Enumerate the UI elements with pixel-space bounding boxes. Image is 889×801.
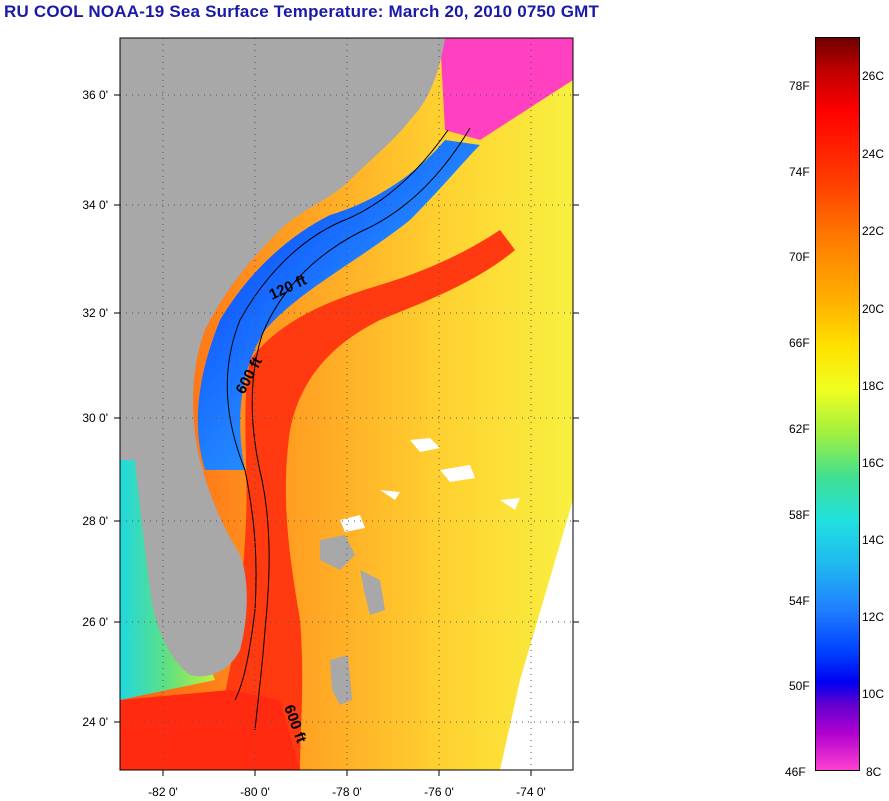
colorbar-f-label: 78F	[789, 79, 810, 93]
shelf-water	[197, 140, 480, 470]
temperature-colorbar	[815, 37, 860, 771]
lat-label: 26 0'	[82, 615, 108, 629]
colorbar-c-label: 20C	[862, 302, 885, 316]
lon-label: -80 0'	[240, 785, 270, 799]
graticule	[120, 38, 573, 770]
colorbar-c-label: 10C	[862, 687, 885, 701]
colorbar-c-label: 14C	[862, 533, 885, 547]
colorbar-c-label: 12C	[862, 610, 885, 624]
lon-label: -76 0'	[424, 785, 454, 799]
colorbar-c-label: 8C	[866, 765, 882, 779]
lat-label: 34 0'	[82, 198, 108, 212]
map-title: RU COOL NOAA-19 Sea Surface Temperature:…	[4, 2, 600, 21]
colorbar-f-label: 50F	[789, 679, 810, 693]
colorbar-f-label: 70F	[789, 250, 810, 264]
colorbar-c-label: 26C	[862, 69, 885, 83]
land-us-east-coast	[120, 38, 445, 677]
colorbar-c-label: 18C	[862, 379, 885, 393]
colorbar-f-label: 46F	[785, 765, 806, 779]
colorbar-f-label: 54F	[789, 594, 810, 608]
contour-120ft	[226, 129, 449, 701]
contour-600ft	[251, 127, 471, 731]
island-grand-bahama	[320, 535, 355, 570]
colorbar-c-label: 16C	[862, 456, 885, 470]
florida-straits	[120, 690, 300, 770]
cloud-flecks	[340, 438, 520, 532]
lon-label: -74 0'	[516, 785, 546, 799]
colorbar-f-label: 66F	[789, 336, 810, 350]
lon-label: -82 0'	[148, 785, 178, 799]
lat-label: 28 0'	[82, 514, 108, 528]
lon-ticks	[162, 770, 532, 776]
colorbar-f-label: 58F	[789, 508, 810, 522]
colorbar-c-label: 22C	[862, 224, 885, 238]
island-abaco	[360, 570, 385, 615]
gulf-stream	[200, 230, 515, 770]
lat-label: 30 0'	[82, 411, 108, 425]
cold-water-north	[440, 38, 573, 140]
lat-label: 32 0'	[82, 306, 108, 320]
colorbar-c-label: 24C	[862, 147, 885, 161]
lat-label: 36 0'	[82, 88, 108, 102]
colorbar-f-label: 74F	[789, 165, 810, 179]
no-data-area	[500, 500, 573, 770]
lat-label: 24 0'	[82, 715, 108, 729]
colorbar-f-label: 62F	[789, 422, 810, 436]
lat-ticks	[114, 94, 579, 723]
lon-label: -78 0'	[332, 785, 362, 799]
